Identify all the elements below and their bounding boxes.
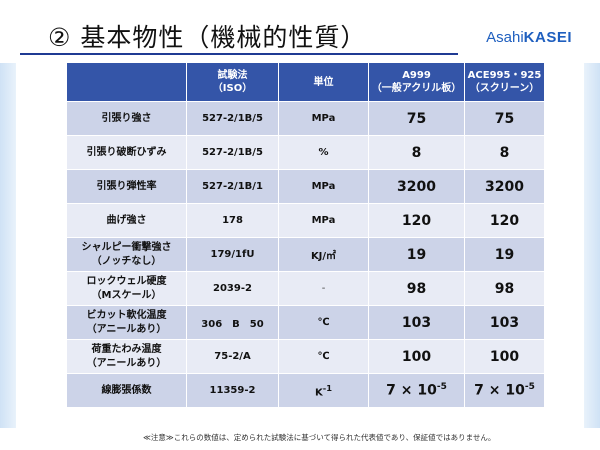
property-cell: ビカット軟化温度 （アニールあり）	[66, 305, 187, 340]
header-cell-a999: A999 （一般アクリル板）	[368, 62, 465, 102]
left-decorative-band	[0, 63, 16, 428]
unit-cell: ℃	[278, 339, 369, 374]
ace995-value-cell: 103	[464, 305, 545, 340]
property-cell: 曲げ強さ	[66, 203, 187, 238]
header-cell-unit: 単位	[278, 62, 369, 102]
property-cell: 荷重たわみ温度 （アニールあり）	[66, 339, 187, 374]
table-row: 引張り強さ 527-2/1B/5 MPa 75 75	[66, 101, 545, 136]
asahi-kasei-logo: AsahiKASEI	[486, 29, 572, 46]
table-row: ビカット軟化温度 （アニールあり） 306 B 50 ℃ 103 103	[66, 305, 545, 340]
header-cell-test-method: 試験法 （ISO）	[186, 62, 279, 102]
a999-value-cell: 120	[368, 203, 465, 238]
unit-cell: %	[278, 135, 369, 170]
a999-value-cell: 100	[368, 339, 465, 374]
ace995-value-cell: 98	[464, 271, 545, 306]
unit-cell: ℃	[278, 305, 369, 340]
unit-cell: -	[278, 271, 369, 306]
a999-value-cell: 98	[368, 271, 465, 306]
ace995-value-cell: 8	[464, 135, 545, 170]
test-method-cell: 179/1fU	[186, 237, 279, 272]
ace995-value-cell: 3200	[464, 169, 545, 204]
table-row: 荷重たわみ温度 （アニールあり） 75-2/A ℃ 100 100	[66, 339, 545, 374]
unit-cell: K-1	[278, 373, 369, 408]
unit-cell: KJ/㎡	[278, 237, 369, 272]
header-cell-ace995: ACE995・925 （スクリーン）	[464, 62, 545, 102]
unit-cell: MPa	[278, 169, 369, 204]
a999-value-cell: 103	[368, 305, 465, 340]
test-method-cell: 178	[186, 203, 279, 238]
test-method-cell: 527-2/1B/5	[186, 135, 279, 170]
right-decorative-band	[584, 63, 600, 428]
test-method-cell: 75-2/A	[186, 339, 279, 374]
test-method-cell: 527-2/1B/5	[186, 101, 279, 136]
ace995-value-cell: 75	[464, 101, 545, 136]
property-cell: 線膨張係数	[66, 373, 187, 408]
test-method-cell: 11359-2	[186, 373, 279, 408]
test-method-cell: 306 B 50	[186, 305, 279, 340]
property-cell: 引張り強さ	[66, 101, 187, 136]
a999-value-cell: 8	[368, 135, 465, 170]
a999-value-cell: 3200	[368, 169, 465, 204]
a999-value-cell: 7 × 10-5	[368, 373, 465, 408]
disclaimer-note: ≪注意≫これらの数値は、定められた試験法に基づいて得られた代表値であり、保証値で…	[143, 433, 496, 442]
unit-cell: MPa	[278, 101, 369, 136]
table-row: ロックウェル硬度 （Mスケール） 2039-2 - 98 98	[66, 271, 545, 306]
property-cell: シャルピー衝撃強さ （ノッチなし）	[66, 237, 187, 272]
table-row: 引張り弾性率 527-2/1B/1 MPa 3200 3200	[66, 169, 545, 204]
table-row: 線膨張係数 11359-2 K-1 7 × 10-5 7 × 10-5	[66, 373, 545, 408]
ace995-value-cell: 7 × 10-5	[464, 373, 545, 408]
test-method-cell: 2039-2	[186, 271, 279, 306]
test-method-cell: 527-2/1B/1	[186, 169, 279, 204]
a999-value-cell: 75	[368, 101, 465, 136]
page-title: ② 基本物性（機械的性質）	[48, 23, 367, 52]
a999-value-cell: 19	[368, 237, 465, 272]
ace995-value-cell: 19	[464, 237, 545, 272]
ace995-value-cell: 120	[464, 203, 545, 238]
title-underline	[20, 53, 458, 55]
table-row: シャルピー衝撃強さ （ノッチなし） 179/1fU KJ/㎡ 19 19	[66, 237, 545, 272]
table-row: 曲げ強さ 178 MPa 120 120	[66, 203, 545, 238]
properties-table: 試験法 （ISO） 単位 A999 （一般アクリル板） ACE995・925 （スクリ…	[66, 62, 545, 408]
property-cell: 引張り破断ひずみ	[66, 135, 187, 170]
ace995-value-cell: 100	[464, 339, 545, 374]
property-cell: ロックウェル硬度 （Mスケール）	[66, 271, 187, 306]
unit-cell: MPa	[278, 203, 369, 238]
table-row: 引張り破断ひずみ 527-2/1B/5 % 8 8	[66, 135, 545, 170]
property-cell: 引張り弾性率	[66, 169, 187, 204]
header-cell-property	[66, 62, 187, 102]
table-header-row: 試験法 （ISO） 単位 A999 （一般アクリル板） ACE995・925 （スクリ…	[66, 62, 545, 102]
